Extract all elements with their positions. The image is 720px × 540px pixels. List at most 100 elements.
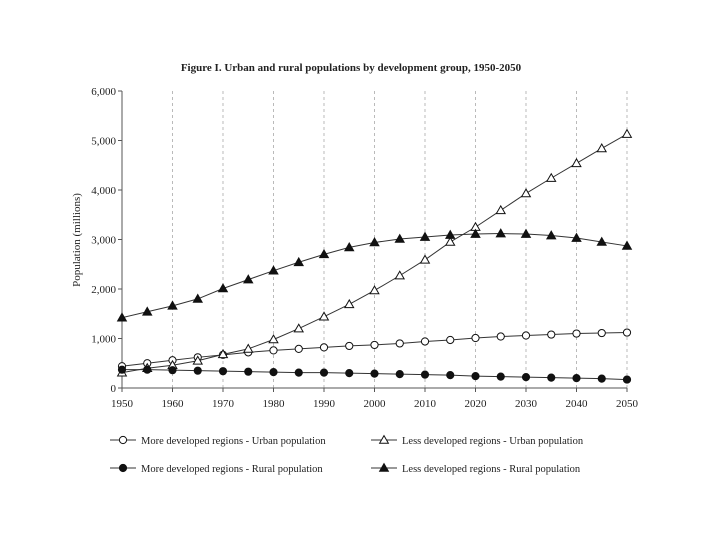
- data-point: [420, 370, 430, 379]
- data-point: [293, 323, 305, 333]
- axes: [118, 90, 628, 392]
- data-point: [571, 232, 582, 242]
- data-point: [242, 343, 254, 353]
- data-point: [370, 369, 379, 378]
- data-point: [446, 371, 455, 380]
- data-point: [470, 228, 481, 238]
- data-point: [268, 334, 279, 344]
- data-point: [294, 368, 303, 377]
- legend-label: Less developed regions - Urban populatio…: [402, 436, 584, 447]
- data-point: [545, 230, 557, 240]
- y-tick-label: 5,000: [91, 136, 116, 148]
- y-tick-label: 3,000: [91, 235, 116, 247]
- data-point: [143, 365, 152, 374]
- x-tick-labels: 1950 1960 1970 1980 1990 2000 2010 2020 2030 2040…: [111, 398, 639, 410]
- x-tick-label: 1950: [111, 398, 134, 410]
- data-point: [419, 254, 431, 264]
- x-tick-label: 2010: [414, 398, 437, 410]
- data-point: [117, 365, 127, 374]
- y-tick-label: 0: [111, 383, 117, 395]
- data-point: [345, 369, 354, 378]
- y-tick-labels: 0 1,000 2,000 3,000 4,000 5,000 6,000: [91, 86, 116, 395]
- data-point: [622, 375, 632, 384]
- legend-marker: [118, 463, 128, 473]
- data-point: [571, 157, 582, 168]
- legend-label: More developed regions - Urban populatio…: [141, 436, 326, 447]
- data-point: [495, 228, 507, 238]
- data-point: [218, 367, 228, 376]
- data-point: [521, 331, 531, 340]
- data-point: [294, 344, 303, 353]
- data-point: [217, 348, 229, 359]
- x-tick-label: 1990: [313, 398, 336, 410]
- data-point: [496, 332, 505, 341]
- data-point: [545, 172, 557, 182]
- data-point: [244, 367, 253, 376]
- data-point: [192, 355, 204, 365]
- data-point: [343, 298, 355, 309]
- y-tick-label: 2,000: [91, 284, 116, 296]
- data-point: [496, 372, 505, 381]
- x-tick-label: 1970: [212, 398, 235, 410]
- series-4: [116, 228, 633, 322]
- data-point: [420, 337, 430, 346]
- data-point: [446, 335, 455, 345]
- series-3: [117, 365, 632, 384]
- data-point: [269, 346, 278, 355]
- data-point: [621, 128, 633, 138]
- data-point: [596, 236, 608, 246]
- legend-marker: [378, 462, 390, 472]
- y-tick-label: 1,000: [91, 334, 116, 346]
- legend: More developed regions - Urban populatio…: [110, 434, 584, 475]
- data-point: [596, 143, 608, 153]
- x-tick-label: 2000: [364, 398, 387, 410]
- data-point: [293, 256, 305, 267]
- data-point: [141, 306, 153, 316]
- data-point: [621, 240, 633, 250]
- data-point: [319, 343, 329, 352]
- x-tick-label: 1960: [162, 398, 185, 410]
- data-point: [572, 329, 581, 338]
- legend-item-4: Less developed regions - Rural populatio…: [371, 462, 581, 475]
- data-point: [369, 237, 380, 247]
- legend-item-2: Less developed regions - Urban populatio…: [371, 434, 584, 447]
- data-point: [395, 339, 404, 348]
- data-point: [116, 312, 128, 322]
- x-tick-label: 2020: [465, 398, 488, 410]
- data-point: [369, 285, 380, 295]
- data-point: [471, 333, 480, 343]
- data-point: [395, 370, 404, 379]
- data-point: [597, 374, 606, 383]
- x-tick-label: 1980: [263, 398, 286, 410]
- x-tick-label: 2040: [566, 398, 589, 410]
- data-point: [547, 330, 556, 339]
- data-point: [318, 248, 330, 259]
- data-point: [217, 283, 229, 293]
- series-group: [116, 128, 633, 384]
- data-point: [495, 204, 507, 215]
- data-point: [520, 228, 532, 238]
- y-axis-label: Population (millions): [71, 193, 83, 287]
- data-point: [168, 366, 177, 375]
- y-tick-label: 6,000: [91, 86, 116, 98]
- y-tick-label: 4,000: [91, 185, 116, 197]
- data-point: [521, 373, 531, 382]
- data-point: [343, 242, 355, 252]
- data-point: [572, 374, 581, 383]
- x-tick-label: 2030: [515, 398, 538, 410]
- data-point: [547, 373, 556, 382]
- data-point: [167, 300, 178, 310]
- data-point: [444, 236, 456, 246]
- legend-item-1: More developed regions - Urban populatio…: [110, 435, 326, 447]
- legend-label: More developed regions - Rural populatio…: [141, 464, 323, 475]
- data-point: [269, 368, 278, 377]
- legend-marker: [378, 434, 390, 444]
- data-point: [242, 274, 254, 284]
- chart-title: Figure I. Urban and rural populations by…: [181, 62, 522, 74]
- data-point: [370, 340, 379, 350]
- data-point: [444, 229, 456, 239]
- legend-item-3: More developed regions - Rural populatio…: [110, 463, 323, 475]
- data-point: [193, 366, 202, 375]
- data-point: [268, 265, 279, 275]
